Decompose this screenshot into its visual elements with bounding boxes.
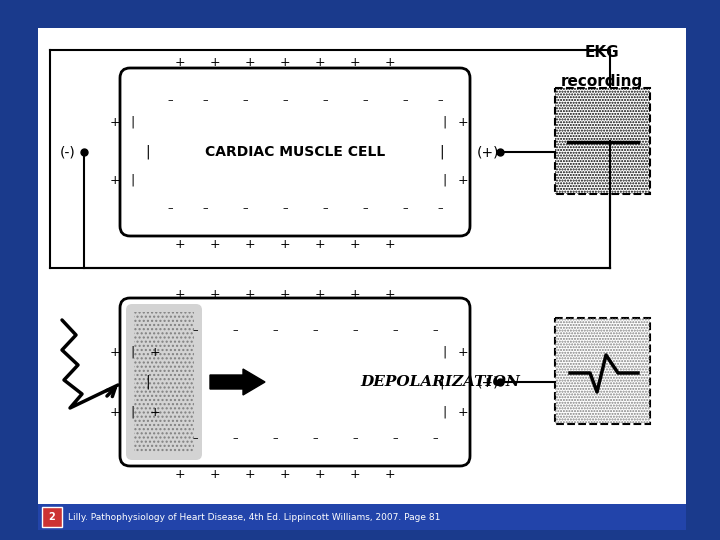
Text: +: +	[315, 57, 325, 70]
Text: –: –	[242, 95, 248, 105]
Text: +: +	[350, 287, 360, 300]
Text: +: +	[109, 406, 120, 419]
Text: |: |	[443, 346, 447, 359]
Text: –: –	[352, 325, 358, 335]
Text: +: +	[245, 287, 256, 300]
Text: +: +	[175, 239, 185, 252]
Text: –: –	[392, 433, 398, 443]
Text: –: –	[167, 95, 173, 105]
Text: +: +	[458, 346, 468, 359]
Text: –: –	[202, 95, 208, 105]
Text: |: |	[145, 145, 150, 159]
FancyBboxPatch shape	[126, 304, 202, 460]
Text: |: |	[131, 116, 135, 129]
Text: –: –	[202, 203, 208, 213]
Text: +: +	[279, 469, 290, 482]
Text: DEPOLARIZATION: DEPOLARIZATION	[360, 375, 520, 389]
FancyArrow shape	[210, 369, 265, 395]
Text: –: –	[192, 433, 198, 443]
Text: +: +	[245, 239, 256, 252]
Text: +: +	[350, 239, 360, 252]
Text: EKG: EKG	[585, 45, 619, 60]
FancyBboxPatch shape	[555, 318, 650, 424]
Text: –: –	[362, 95, 368, 105]
Text: +: +	[458, 406, 468, 419]
Text: |: |	[131, 346, 135, 359]
FancyBboxPatch shape	[38, 28, 686, 506]
Text: –: –	[242, 203, 248, 213]
Text: |: |	[131, 406, 135, 419]
Text: +: +	[245, 469, 256, 482]
Text: +: +	[109, 346, 120, 359]
Text: (-): (-)	[60, 145, 76, 159]
Text: –: –	[232, 433, 238, 443]
Text: +: +	[210, 469, 220, 482]
Text: +: +	[458, 116, 468, 129]
Text: –: –	[402, 95, 408, 105]
Text: +: +	[175, 57, 185, 70]
Text: –: –	[362, 203, 368, 213]
Text: –: –	[282, 95, 288, 105]
Text: –: –	[167, 203, 173, 213]
Text: +: +	[210, 239, 220, 252]
Text: +: +	[279, 57, 290, 70]
Text: +: +	[109, 173, 120, 186]
Text: (+): (+)	[477, 145, 499, 159]
Text: +: +	[279, 239, 290, 252]
Text: +: +	[315, 469, 325, 482]
Text: +: +	[458, 173, 468, 186]
Text: +: +	[350, 469, 360, 482]
Text: Lilly. Pathophysiology of Heart Disease, 4th Ed. Lippincott Williams, 2007. Page: Lilly. Pathophysiology of Heart Disease,…	[68, 512, 441, 522]
Text: –: –	[322, 95, 328, 105]
Text: –: –	[272, 325, 278, 335]
FancyBboxPatch shape	[120, 298, 470, 466]
Text: |: |	[131, 173, 135, 186]
Text: –: –	[312, 433, 318, 443]
Text: |: |	[443, 116, 447, 129]
Text: 2: 2	[49, 512, 55, 522]
Text: –: –	[352, 433, 358, 443]
Text: +: +	[384, 57, 395, 70]
Text: –: –	[312, 325, 318, 335]
FancyBboxPatch shape	[38, 504, 686, 530]
Text: –: –	[392, 325, 398, 335]
Text: –: –	[432, 325, 438, 335]
Text: |: |	[440, 145, 444, 159]
Text: +: +	[150, 406, 161, 419]
Text: +: +	[315, 239, 325, 252]
Text: –: –	[402, 203, 408, 213]
Text: –: –	[272, 433, 278, 443]
Text: +: +	[175, 287, 185, 300]
Text: |: |	[443, 406, 447, 419]
Text: |: |	[443, 173, 447, 186]
Text: –: –	[437, 203, 443, 213]
Text: +: +	[109, 116, 120, 129]
Text: +: +	[384, 287, 395, 300]
FancyBboxPatch shape	[555, 88, 650, 194]
FancyBboxPatch shape	[120, 68, 470, 236]
Text: (+): (+)	[477, 375, 499, 389]
Text: +: +	[150, 346, 161, 359]
Text: +: +	[210, 57, 220, 70]
Text: +: +	[245, 57, 256, 70]
Text: |: |	[145, 375, 150, 389]
Text: –: –	[232, 325, 238, 335]
Text: –: –	[432, 433, 438, 443]
Text: +: +	[384, 469, 395, 482]
Text: –: –	[192, 325, 198, 335]
Text: recording: recording	[561, 74, 643, 89]
Text: –: –	[322, 203, 328, 213]
Text: +: +	[279, 287, 290, 300]
Text: CARDIAC MUSCLE CELL: CARDIAC MUSCLE CELL	[205, 145, 385, 159]
Text: +: +	[210, 287, 220, 300]
Text: +: +	[384, 239, 395, 252]
Text: –: –	[437, 95, 443, 105]
Text: |: |	[440, 375, 444, 389]
FancyBboxPatch shape	[42, 507, 62, 527]
Text: +: +	[315, 287, 325, 300]
Text: +: +	[175, 469, 185, 482]
Text: +: +	[350, 57, 360, 70]
Text: –: –	[282, 203, 288, 213]
